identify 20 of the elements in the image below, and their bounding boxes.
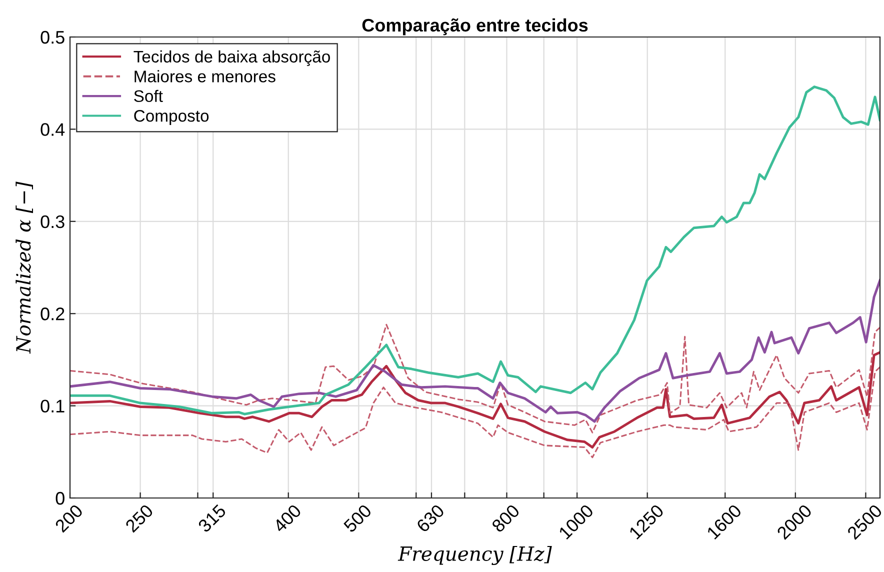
x-tick-label: 500 [342, 504, 372, 534]
x-tick-label: 800 [491, 504, 520, 533]
chart-title: Comparação entre tecidos [362, 18, 588, 36]
y-tick-label: 0.1 [40, 400, 64, 413]
y-axis-title: Normalized α [−] [16, 182, 34, 354]
legend-label: Tecidos de baixa absorção [134, 50, 330, 66]
x-tick-label: 630 [416, 504, 446, 533]
y-tick-label: 0.5 [40, 30, 64, 44]
x-tick-label: 400 [272, 504, 302, 534]
y-tick-label: 0.4 [40, 123, 65, 136]
x-axis-title: Frequency [Hz] [398, 546, 552, 566]
x-tick-label: 250 [124, 504, 154, 533]
legend-label: Maiores e menores [134, 70, 276, 82]
y-tick-label: 0 [56, 492, 64, 505]
legend-label: Soft [134, 90, 163, 102]
y-tick-label: 0.2 [40, 308, 64, 320]
x-tick-label: 315 [197, 504, 227, 534]
y-tick-label: 0.3 [40, 215, 64, 228]
legend-label: Composto [134, 110, 209, 126]
x-tick-label: 200 [54, 504, 84, 533]
